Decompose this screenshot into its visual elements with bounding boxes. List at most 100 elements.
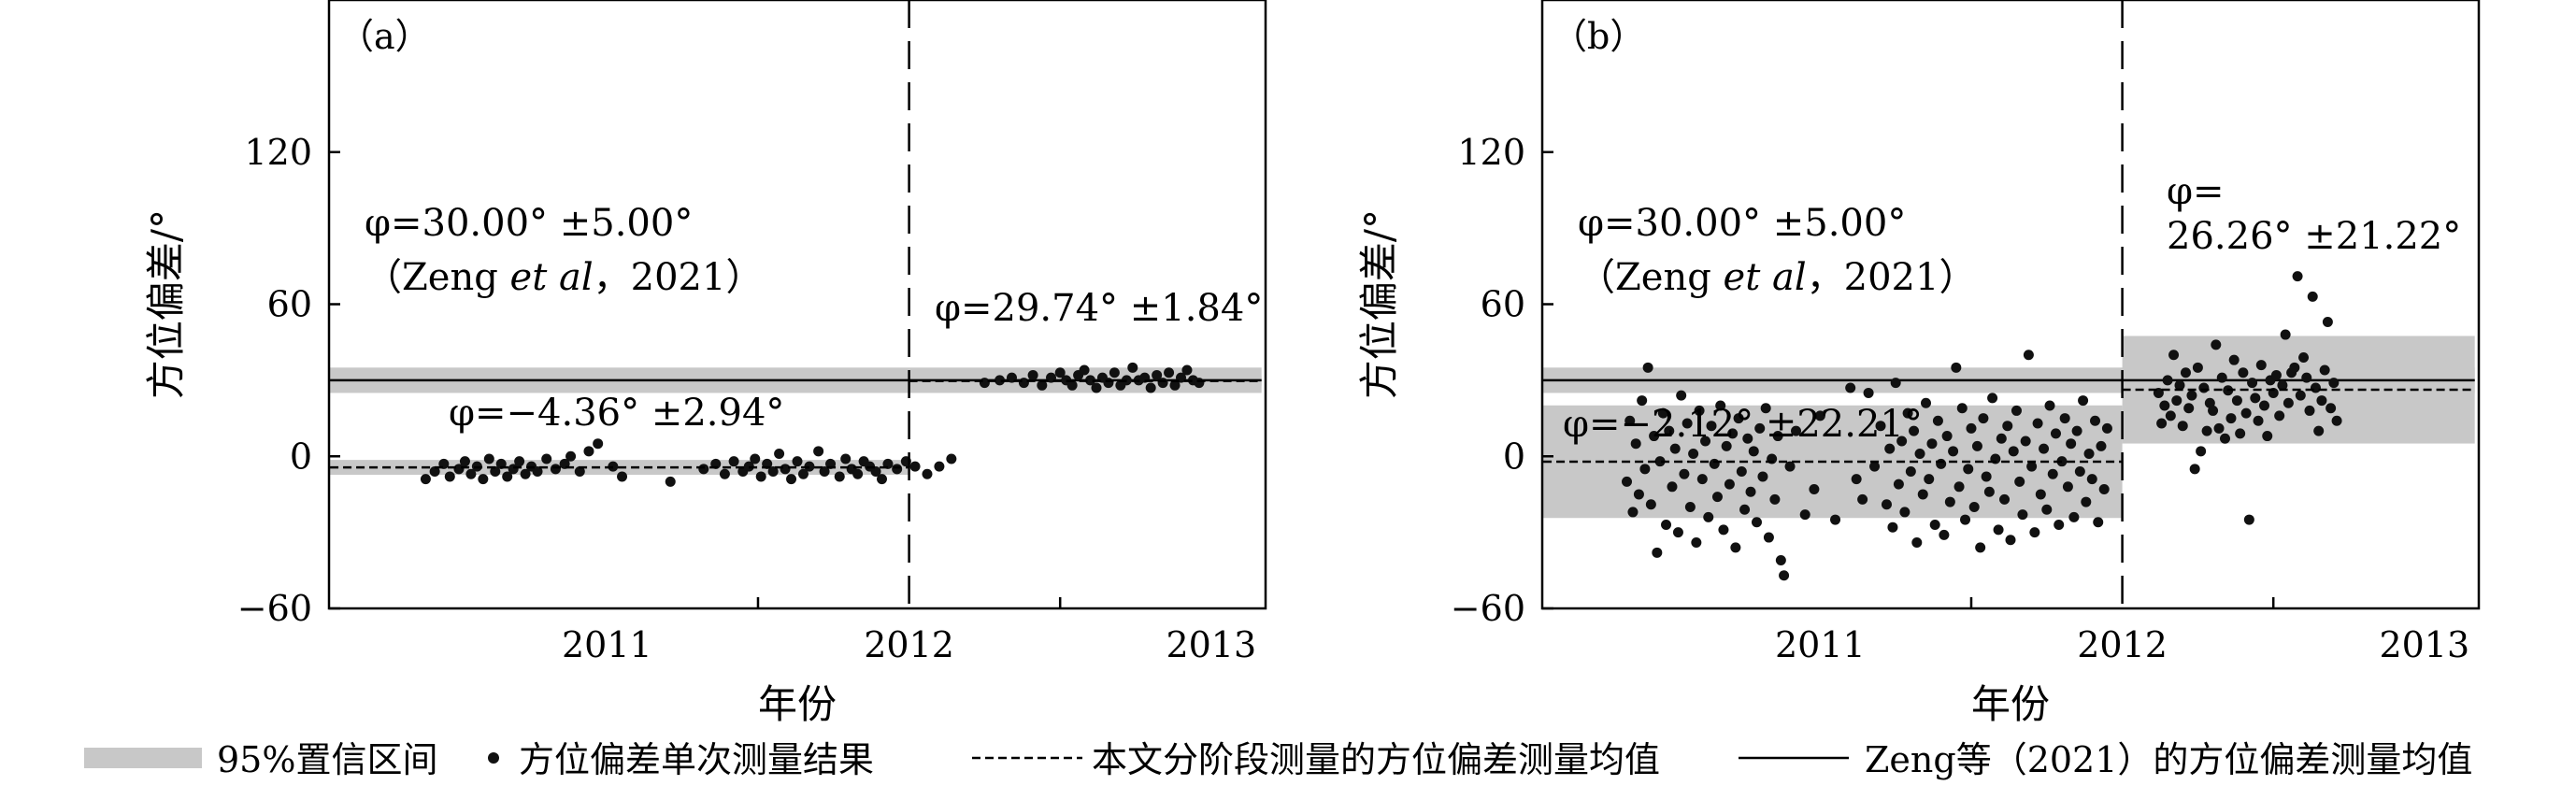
- data-point: [1845, 382, 1856, 393]
- x-axis-label: 年份: [1971, 681, 2050, 727]
- data-point: [946, 453, 957, 464]
- data-point: [2301, 372, 2312, 383]
- data-point: [1924, 474, 1935, 485]
- data-point: [1145, 382, 1156, 393]
- data-point: [1999, 493, 2011, 505]
- data-point: [1703, 511, 1714, 522]
- data-point: [1181, 364, 1193, 376]
- data-point: [2044, 400, 2055, 411]
- y-tick-label: −60: [237, 588, 312, 629]
- data-point: [1960, 514, 1971, 525]
- data-point: [502, 471, 513, 482]
- data-point: [1814, 410, 1825, 421]
- data-point: [2235, 428, 2246, 439]
- data-point: [909, 461, 921, 472]
- data-point: [2050, 428, 2061, 439]
- data-point: [2186, 390, 2197, 401]
- data-point: [2093, 517, 2104, 528]
- data-point: [2026, 461, 2038, 472]
- data-point: [2228, 354, 2240, 365]
- data-point: [2029, 527, 2040, 538]
- data-point: [1103, 378, 1114, 389]
- data-point: [1975, 542, 1986, 553]
- annotation-zeng-ref-part: ，2021）: [1807, 256, 1977, 299]
- data-point: [1890, 378, 1901, 389]
- data-point: [2328, 378, 2340, 389]
- data-point: [2039, 443, 2050, 454]
- data-point: [565, 450, 577, 462]
- data-point: [2005, 535, 2016, 546]
- data-point: [1948, 446, 1959, 457]
- data-point: [877, 474, 888, 485]
- data-point: [2174, 379, 2185, 391]
- data-point: [1652, 547, 1663, 558]
- annotation-zeng-ref-part: （Zeng: [365, 256, 510, 299]
- x-tick-label: 2013: [2379, 624, 2469, 665]
- data-point: [1920, 397, 1931, 408]
- x-tick-label: 2011: [1775, 624, 1866, 665]
- y-tick-label: 120: [1457, 132, 1525, 173]
- data-point: [490, 466, 501, 478]
- data-point: [755, 471, 766, 482]
- data-point: [1091, 382, 1102, 393]
- data-point: [2047, 468, 2058, 479]
- data-point: [1194, 378, 1205, 389]
- data-point: [514, 456, 525, 467]
- data-point: [1987, 393, 1998, 404]
- data-point: [2054, 519, 2065, 530]
- data-point: [2247, 378, 2258, 389]
- data-point: [2307, 291, 2318, 302]
- data-point: [2189, 464, 2200, 475]
- data-point: [2192, 362, 2203, 373]
- panel-label: （a）: [338, 16, 431, 57]
- data-point: [2086, 474, 2097, 485]
- data-point: [1981, 471, 1992, 482]
- data-point: [780, 464, 791, 475]
- data-point: [1649, 431, 1660, 442]
- legend-label: 本文分阶段测量的方位偏差测量均值: [1092, 739, 1660, 780]
- data-point: [1996, 433, 2007, 444]
- data-point: [2201, 425, 2212, 436]
- data-point: [541, 453, 552, 464]
- data-point: [2159, 400, 2170, 411]
- data-point: [2014, 476, 2025, 487]
- data-point: [2219, 433, 2230, 444]
- data-point: [2243, 514, 2254, 525]
- x-tick-label: 2012: [864, 624, 954, 665]
- data-point: [2066, 438, 2077, 450]
- data-point: [1884, 443, 1896, 454]
- data-point: [698, 464, 709, 475]
- annotation-stage-1: φ=−4.36° ±2.94°: [449, 392, 784, 435]
- y-tick-label: −60: [1451, 588, 1525, 629]
- annotation-zeng-ref-etal: et al: [510, 256, 594, 299]
- data-point: [1869, 461, 1881, 472]
- data-point: [1633, 489, 1644, 500]
- data-point: [2289, 362, 2300, 373]
- annotation-zeng: φ=30.00° ±5.00°: [365, 202, 693, 245]
- data-point: [2231, 395, 2242, 407]
- data-point: [1696, 474, 1708, 485]
- data-point: [1936, 458, 1947, 469]
- data-point: [2313, 425, 2325, 436]
- data-point: [2322, 316, 2333, 327]
- annotation-zeng-ref: （Zeng et al，2021）: [365, 256, 763, 299]
- data-point: [1688, 449, 1699, 460]
- panel-b: 120 60 0 −60 2011 2012 2013 年份 方位偏差/° （b） φ=30.00°…: [1356, 0, 2481, 727]
- data-point: [797, 468, 809, 479]
- y-tick-label: 60: [267, 284, 312, 325]
- data-point: [719, 468, 730, 479]
- data-point: [2277, 379, 2288, 391]
- data-point: [2240, 407, 2252, 419]
- annotation-stage-2-line-2: 26.26° ±21.22°: [2167, 215, 2461, 258]
- data-point: [1691, 536, 1702, 548]
- data-point: [550, 464, 561, 475]
- data-point: [1909, 425, 1920, 436]
- data-point: [2295, 390, 2306, 401]
- data-point: [1724, 479, 1735, 490]
- data-point: [813, 446, 824, 457]
- data-point: [2274, 410, 2285, 421]
- data-point: [1711, 492, 1723, 503]
- data-point: [1784, 461, 1796, 472]
